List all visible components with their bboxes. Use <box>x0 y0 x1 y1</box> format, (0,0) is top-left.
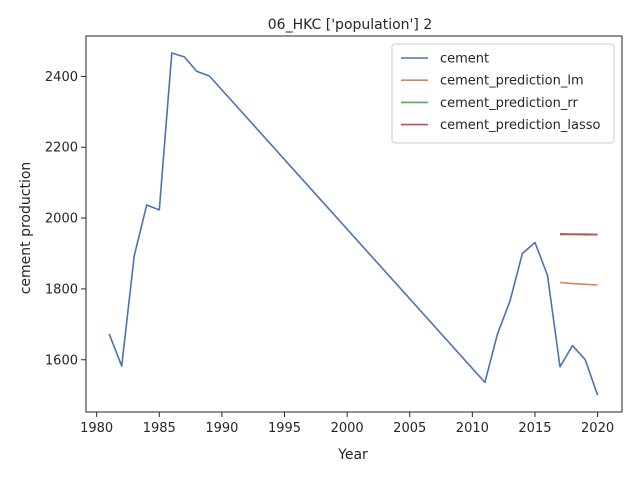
legend-box <box>391 43 615 144</box>
series-line-cement-prediction-lm <box>559 281 598 286</box>
chart-title: 06_HKC ['population'] 2 <box>268 17 432 33</box>
x-axis: 1980 1985 1990 1995 2000 2005 2010 2015 2020 <box>80 412 614 436</box>
y-tick-label: 2200 <box>45 141 78 156</box>
y-tick-label: 1600 <box>45 353 78 368</box>
legend-label: cement_prediction_lm <box>440 74 584 89</box>
x-tick-label: 1985 <box>143 421 176 436</box>
x-tick-label: 1990 <box>205 421 238 436</box>
y-tick-label: 2000 <box>45 212 78 227</box>
series-layer <box>108 52 599 396</box>
x-tick-label: 1980 <box>80 421 113 436</box>
x-tick-label: 2005 <box>393 421 426 436</box>
x-tick-label: 2010 <box>456 421 489 436</box>
x-tick-label: 2020 <box>581 421 614 436</box>
legend: cement cement_prediction_lm cement_predict… <box>391 43 615 144</box>
x-tick-label: 2000 <box>331 421 364 436</box>
y-tick-label: 2400 <box>45 70 78 85</box>
x-tick-label: 2015 <box>518 421 551 436</box>
x-tick-label: 1995 <box>268 421 301 436</box>
x-axis-label: Year <box>337 447 368 463</box>
y-tick-label: 1800 <box>45 282 78 297</box>
series-line-cement <box>108 52 599 396</box>
legend-label: cement_prediction_rr <box>440 96 578 111</box>
legend-label: cement_prediction_lasso <box>440 118 600 133</box>
y-axis: 1600 1800 2000 2200 2400 <box>45 70 86 368</box>
legend-label: cement <box>440 52 489 67</box>
y-axis-label: cement production <box>18 162 34 295</box>
